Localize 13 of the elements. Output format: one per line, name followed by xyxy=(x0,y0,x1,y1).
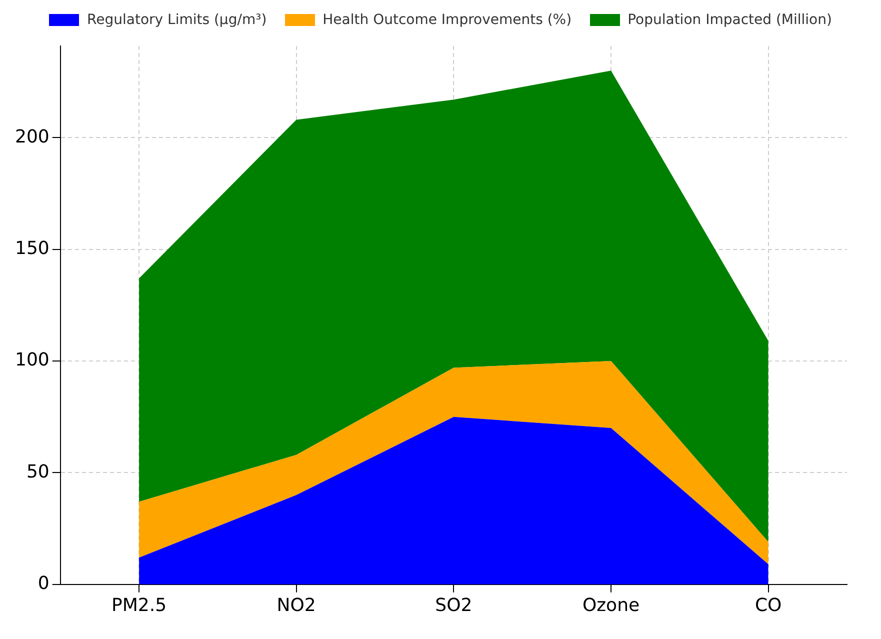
y-tick-label: 0 xyxy=(38,573,50,594)
y-tick-label: 150 xyxy=(14,238,50,259)
x-tick-label: SO2 xyxy=(435,594,472,616)
y-tick-label: 100 xyxy=(14,350,50,371)
x-tick-label: NO2 xyxy=(276,594,316,616)
x-tick-label: PM2.5 xyxy=(112,594,167,616)
x-tick-label: Ozone xyxy=(582,594,640,616)
legend-label: Regulatory Limits (µg/m³) xyxy=(87,12,267,28)
y-tick-label: 50 xyxy=(26,461,50,482)
y-tick-label: 200 xyxy=(14,126,50,148)
legend-label: Health Outcome Improvements (%) xyxy=(322,12,572,28)
x-tick-label: CO xyxy=(754,594,782,616)
legend-label: Population Impacted (Million) xyxy=(628,12,832,28)
